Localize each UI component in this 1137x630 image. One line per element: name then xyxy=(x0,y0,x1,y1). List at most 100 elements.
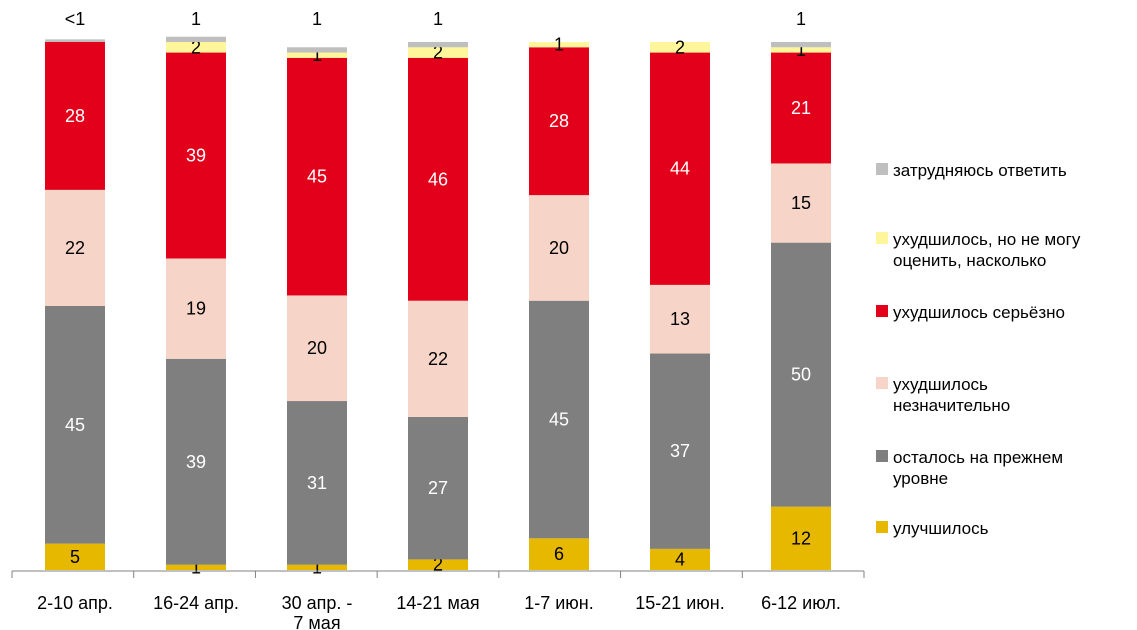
legend-label: оценить, насколько xyxy=(893,251,1046,270)
data-label: 2 xyxy=(675,37,685,57)
legend-swatch xyxy=(876,377,888,389)
data-label: 20 xyxy=(307,338,327,358)
data-label: 39 xyxy=(186,452,206,472)
bar-segment xyxy=(45,39,105,42)
data-label: 22 xyxy=(65,238,85,258)
data-label: 2 xyxy=(191,37,201,57)
bar-stack: 6 45 20 28 1 xyxy=(529,35,589,570)
data-label: 44 xyxy=(670,159,690,179)
bar-segment xyxy=(166,36,226,42)
bars-layer: 5452228<11391939211312045112272246216452… xyxy=(45,9,831,577)
bar-segment xyxy=(650,548,710,570)
data-label: 46 xyxy=(428,169,448,189)
x-axis: 2-10 апр. 16-24 апр. 30 апр. -7 мая 14-21 м… xyxy=(11,570,865,630)
data-label: 28 xyxy=(549,111,569,131)
bar-segment xyxy=(45,189,105,306)
x-tick-label: 1-7 июн. xyxy=(524,593,594,613)
bar-segment xyxy=(529,42,589,48)
data-label: 15 xyxy=(791,193,811,213)
bar-stack: 4 37 13 44 2 xyxy=(650,37,710,570)
data-label: 21 xyxy=(791,98,811,118)
data-label: <1 xyxy=(65,9,86,29)
bar-segment xyxy=(287,295,347,402)
bar-segment xyxy=(771,47,831,53)
bar-segment xyxy=(166,42,226,53)
data-label: 4 xyxy=(675,549,685,569)
legend-label: ухудшилось, но не могу xyxy=(893,230,1081,249)
data-label: 1 xyxy=(191,557,201,577)
legend-label: затрудняюсь ответить xyxy=(893,161,1067,180)
data-label: 1 xyxy=(433,9,443,29)
bar-segment xyxy=(408,416,468,560)
bar-segment xyxy=(529,538,589,570)
data-label: 22 xyxy=(428,349,448,369)
bar-segment xyxy=(650,353,710,549)
x-tick-label: 16-24 апр. xyxy=(153,593,239,613)
bar-segment xyxy=(650,42,710,53)
bar-segment xyxy=(287,52,347,58)
bar-segment xyxy=(650,52,710,285)
bar-segment xyxy=(529,47,589,196)
data-label: 1 xyxy=(312,9,322,29)
data-label: 1 xyxy=(312,45,322,65)
bar-segment xyxy=(166,52,226,259)
bar-segment xyxy=(771,163,831,243)
bar-stack: 1 39 19 39 2 1 xyxy=(166,9,226,577)
data-label: 6 xyxy=(554,544,564,564)
bar-stack: 12 50 15 21 1 1 xyxy=(771,9,831,570)
legend-swatch xyxy=(876,163,888,175)
bar-segment xyxy=(166,358,226,565)
data-label: 50 xyxy=(791,365,811,385)
bar-segment xyxy=(166,564,226,570)
legend-label: незначительно xyxy=(893,396,1010,415)
legend-item: затрудняюсь ответить xyxy=(876,161,1067,180)
bar-stack: 2 27 22 46 2 1 xyxy=(408,9,468,575)
bar-segment xyxy=(287,47,347,53)
data-label: 45 xyxy=(307,167,327,187)
bar-segment xyxy=(45,42,105,190)
data-label: 1 xyxy=(796,9,806,29)
bar-segment xyxy=(771,42,831,48)
bar-stack: 1 31 20 45 1 1 xyxy=(287,9,347,577)
legend-label: ухудшилось серьёзно xyxy=(893,303,1065,322)
legend-item: ухудшилось серьёзно xyxy=(876,303,1065,322)
data-label: 28 xyxy=(65,106,85,126)
bar-segment xyxy=(408,559,468,570)
bar-segment xyxy=(771,242,831,507)
data-label: 31 xyxy=(307,473,327,493)
data-label: 12 xyxy=(791,528,811,548)
legend-item: осталось на прежнем уровне xyxy=(876,448,1063,488)
bar-segment xyxy=(771,506,831,570)
data-label: 27 xyxy=(428,478,448,498)
legend-label: улучшилось xyxy=(893,519,989,538)
data-label: 1 xyxy=(312,557,322,577)
bar-segment xyxy=(529,300,589,539)
bar-segment xyxy=(408,42,468,48)
data-label: 20 xyxy=(549,238,569,258)
data-label: 19 xyxy=(186,299,206,319)
bar-segment xyxy=(287,564,347,570)
data-label: 1 xyxy=(554,35,564,55)
data-label: 5 xyxy=(70,547,80,567)
bar-segment xyxy=(45,543,105,570)
legend-label: уровне xyxy=(893,469,948,488)
x-tick-label: 15-21 июн. xyxy=(635,593,725,613)
bar-segment xyxy=(408,300,468,417)
data-label: 1 xyxy=(191,9,201,29)
bar-segment xyxy=(408,47,468,58)
bar-segment xyxy=(408,57,468,301)
bar-stack: 5 45 22 28 <1 xyxy=(45,9,105,570)
x-tick-label: 14-21 мая xyxy=(396,593,479,613)
x-tick-label: 30 апр. - xyxy=(282,593,353,613)
x-tick-label: 2-10 апр. xyxy=(37,593,113,613)
legend-item: улучшилось xyxy=(876,519,989,538)
data-label: 2 xyxy=(433,555,443,575)
data-label: 2 xyxy=(433,43,443,63)
legend-swatch xyxy=(876,521,888,533)
data-label: 45 xyxy=(549,410,569,430)
data-label: 37 xyxy=(670,441,690,461)
legend: затрудняюсь ответить ухудшилось, но не мо… xyxy=(876,161,1081,538)
data-label: 45 xyxy=(65,415,85,435)
bar-segment xyxy=(771,52,831,164)
